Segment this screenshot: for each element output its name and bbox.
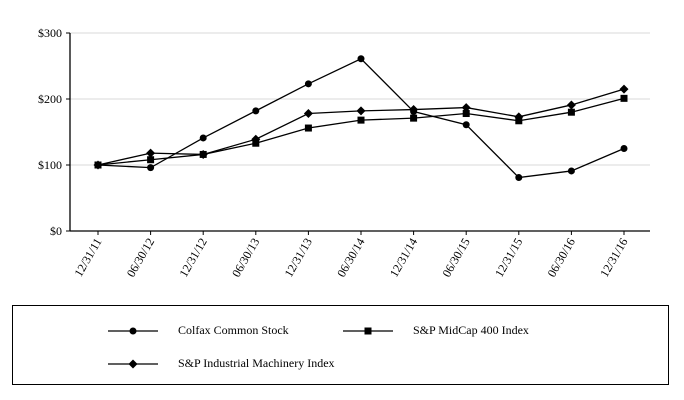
x-tick-label: 06/30/12 bbox=[124, 236, 157, 280]
grid-lines bbox=[70, 32, 650, 166]
data-point-circle bbox=[252, 107, 260, 115]
series-group bbox=[93, 55, 629, 182]
x-tick-label: 06/30/13 bbox=[229, 236, 262, 280]
data-point-diamond bbox=[619, 84, 629, 94]
data-point-diamond bbox=[409, 105, 419, 115]
legend-item-colfax: Colfax Common Stock bbox=[108, 323, 289, 338]
y-tick-label: $300 bbox=[38, 26, 62, 40]
data-point-diamond bbox=[251, 134, 261, 144]
x-tick-label: 12/31/16 bbox=[597, 236, 630, 280]
data-point-diamond bbox=[93, 160, 103, 170]
legend-item-sp-industrial: S&P Industrial Machinery Index bbox=[108, 356, 335, 371]
x-tick-label: 06/30/15 bbox=[439, 236, 472, 280]
data-point-square bbox=[620, 94, 628, 102]
data-point-circle bbox=[620, 145, 628, 152]
legend-marker-square-icon bbox=[343, 327, 393, 334]
y-tick-label: $200 bbox=[38, 92, 62, 106]
data-point-square bbox=[147, 156, 155, 164]
x-tick-label: 12/31/13 bbox=[282, 236, 315, 280]
data-point-diamond bbox=[356, 106, 366, 116]
series-line bbox=[97, 88, 625, 166]
series-3 bbox=[93, 84, 629, 170]
legend-item-sp-midcap: S&P MidCap 400 Index bbox=[343, 323, 529, 338]
data-point-circle bbox=[199, 134, 207, 142]
series-1 bbox=[94, 55, 628, 182]
x-tick-label: 12/31/12 bbox=[176, 236, 209, 280]
y-tick-label: $100 bbox=[38, 158, 62, 172]
data-point-diamond bbox=[461, 103, 471, 113]
x-tick-label: 06/30/16 bbox=[545, 236, 578, 280]
x-tick-label: 12/31/14 bbox=[387, 236, 420, 280]
legend-label-colfax: Colfax Common Stock bbox=[178, 323, 289, 337]
legend: Colfax Common Stock S&P MidCap 400 Index… bbox=[12, 305, 669, 385]
legend-label-sp-midcap: S&P MidCap 400 Index bbox=[413, 323, 529, 337]
data-point-diamond bbox=[514, 112, 524, 122]
legend-marker-diamond-icon bbox=[108, 359, 158, 368]
data-point-diamond bbox=[303, 109, 313, 119]
series-2 bbox=[94, 94, 628, 169]
data-point-square bbox=[357, 116, 365, 124]
data-point-square bbox=[462, 110, 470, 118]
data-point-circle bbox=[567, 167, 575, 175]
data-point-circle bbox=[515, 174, 523, 182]
data-point-circle bbox=[462, 121, 470, 129]
data-point-square bbox=[304, 124, 312, 132]
data-point-square bbox=[410, 114, 418, 122]
data-point-diamond bbox=[566, 100, 576, 110]
x-tick-label: 12/31/15 bbox=[492, 236, 525, 280]
y-axis-ticks: $0 $100 $200 $300 bbox=[38, 26, 70, 238]
axes bbox=[69, 33, 650, 232]
data-point-diamond bbox=[198, 149, 208, 159]
legend-marker-circle-icon bbox=[108, 327, 158, 334]
data-point-circle bbox=[147, 164, 155, 172]
data-point-circle bbox=[304, 80, 312, 88]
y-tick-label: $0 bbox=[50, 224, 62, 238]
x-tick-label: 12/31/11 bbox=[71, 236, 104, 280]
data-point-circle bbox=[357, 55, 365, 63]
line-chart: $0 $100 $200 $300 12/31/11 06/30/12 12/31/12 0… bbox=[38, 26, 650, 280]
legend-label-sp-industrial: S&P Industrial Machinery Index bbox=[178, 356, 335, 370]
x-axis-ticks: 12/31/11 06/30/12 12/31/12 06/30/13 12/31/13… bbox=[71, 231, 631, 280]
data-point-square bbox=[567, 108, 575, 116]
x-tick-label: 06/30/14 bbox=[334, 236, 367, 280]
data-point-diamond bbox=[146, 148, 156, 158]
